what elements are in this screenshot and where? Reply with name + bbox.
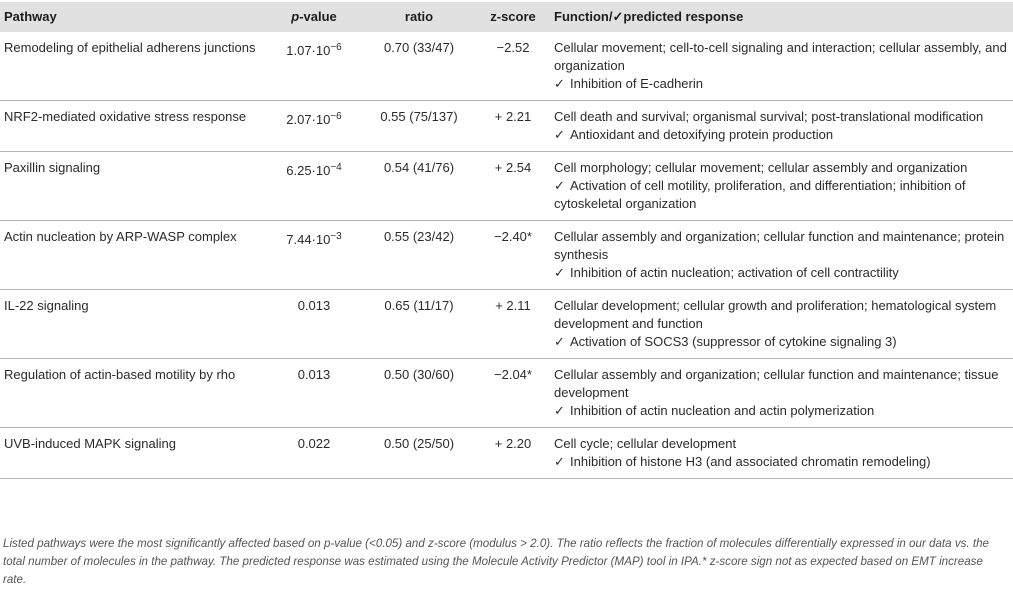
predicted-response: ✓ Inhibition of histone H3 (and associate…	[554, 453, 1007, 471]
ratio-cell: 0.50 (30/60)	[366, 358, 472, 428]
predicted-response: ✓ Inhibition of actin nucleation and acti…	[554, 402, 1007, 420]
table-row: Paxillin signaling 6.25·10−4 0.54 (41/76…	[0, 151, 1013, 221]
pvalue-exponent: −6	[330, 42, 342, 53]
check-icon: ✓	[554, 265, 565, 280]
function-cell: Cell death and survival; organismal surv…	[554, 100, 1013, 152]
pvalue-cell: 2.07·10−6	[262, 100, 366, 152]
zscore-cell: −2.52	[472, 32, 554, 101]
pvalue-cell: 0.022	[262, 427, 366, 479]
function-cell: Cellular movement; cell-to-cell signalin…	[554, 32, 1013, 101]
zscore-cell: + 2.21	[472, 100, 554, 152]
function-text: Cell morphology; cellular movement; cell…	[554, 160, 968, 175]
function-text: Cellular assembly and organization; cell…	[554, 367, 999, 400]
check-icon: ✓	[554, 454, 565, 469]
zscore-cell: + 2.54	[472, 151, 554, 221]
pathway-cell: NRF2-mediated oxidative stress response	[0, 100, 262, 152]
ratio-cell: 0.55 (75/137)	[366, 100, 472, 152]
check-icon: ✓	[554, 403, 565, 418]
zscore-cell: + 2.20	[472, 427, 554, 479]
function-text: Cellular movement; cell-to-cell signalin…	[554, 40, 1007, 73]
pvalue-cell: 0.013	[262, 289, 366, 359]
function-cell: Cellular assembly and organization; cell…	[554, 220, 1013, 290]
pvalue-base: 0.013	[297, 367, 331, 382]
zscore-cell: −2.40*	[472, 220, 554, 290]
pvalue-cell: 7.44·10−3	[262, 220, 366, 290]
pvalue-cell: 0.013	[262, 358, 366, 428]
pvalue-exponent: −4	[330, 162, 342, 173]
predicted-response: ✓ Inhibition of E-cadherin	[554, 75, 1007, 93]
header-pvalue-italic: p	[291, 9, 300, 24]
check-icon: ✓	[554, 178, 565, 193]
response-text: Inhibition of actin nucleation and actin…	[570, 403, 875, 418]
function-text: Cell cycle; cellular development	[554, 436, 737, 451]
zscore-cell: + 2.11	[472, 289, 554, 359]
table-row: Actin nucleation by ARP-WASP complex 7.4…	[0, 220, 1013, 290]
pvalue-base: 0.022	[297, 436, 331, 451]
header-ratio: ratio	[366, 2, 472, 32]
predicted-response: ✓ Inhibition of actin nucleation; activat…	[554, 264, 1007, 282]
predicted-response: ✓ Activation of cell motility, proliferat…	[554, 177, 1007, 213]
pathway-table: Pathway p-value ratio z-score Function/✓…	[0, 2, 1013, 479]
pathway-cell: Actin nucleation by ARP-WASP complex	[0, 220, 262, 290]
function-text: Cell death and survival; organismal surv…	[554, 109, 984, 124]
response-text: Inhibition of actin nucleation; activati…	[570, 265, 899, 280]
response-text: Inhibition of histone H3 (and associated…	[570, 454, 931, 469]
table-row: Remodeling of epithelial adherens juncti…	[0, 32, 1013, 101]
pvalue-cell: 1.07·10−6	[262, 32, 366, 101]
header-pvalue: p-value	[262, 2, 366, 32]
ratio-cell: 0.54 (41/76)	[366, 151, 472, 221]
ratio-cell: 0.70 (33/47)	[366, 32, 472, 101]
pvalue-exponent: −3	[330, 231, 342, 242]
function-cell: Cellular assembly and organization; cell…	[554, 358, 1013, 428]
check-icon: ✓	[554, 127, 565, 142]
pvalue-base: 6.25·10	[286, 163, 331, 178]
header-function: Function/✓predicted response	[554, 2, 1013, 32]
pvalue-base: 2.07·10	[286, 112, 331, 127]
pvalue-base: 7.44·10	[286, 232, 331, 247]
pvalue-exponent: −6	[330, 111, 342, 122]
header-zscore: z-score	[472, 2, 554, 32]
predicted-response: ✓ Antioxidant and detoxifying protein pro…	[554, 126, 1007, 144]
ratio-cell: 0.65 (11/17)	[366, 289, 472, 359]
function-text: Cellular development; cellular growth an…	[554, 298, 997, 331]
table-row: UVB-induced MAPK signaling 0.022 0.50 (2…	[0, 427, 1013, 479]
zscore-cell: −2.04*	[472, 358, 554, 428]
table-row: Regulation of actin-based motility by rh…	[0, 358, 1013, 428]
pathway-cell: Remodeling of epithelial adherens juncti…	[0, 32, 262, 101]
pvalue-cell: 6.25·10−4	[262, 151, 366, 221]
predicted-response: ✓ Activation of SOCS3 (suppressor of cyto…	[554, 333, 1007, 351]
function-cell: Cell cycle; cellular development ✓ Inhibi…	[554, 427, 1013, 479]
check-icon: ✓	[554, 334, 565, 349]
pathway-cell: IL-22 signaling	[0, 289, 262, 359]
table-footnote: Listed pathways were the most significan…	[3, 537, 989, 586]
function-text: Cellular assembly and organization; cell…	[554, 229, 1005, 262]
response-text: Inhibition of E-cadherin	[570, 76, 703, 91]
pathway-cell: UVB-induced MAPK signaling	[0, 427, 262, 479]
ratio-cell: 0.55 (23/42)	[366, 220, 472, 290]
header-pathway: Pathway	[0, 2, 262, 32]
header-row: Pathway p-value ratio z-score Function/✓…	[0, 2, 1013, 32]
response-text: Activation of cell motility, proliferati…	[554, 178, 966, 211]
function-cell: Cell morphology; cellular movement; cell…	[554, 151, 1013, 221]
check-icon: ✓	[554, 76, 565, 91]
pvalue-base: 0.013	[297, 298, 331, 313]
pathway-cell: Regulation of actin-based motility by rh…	[0, 358, 262, 428]
table-row: IL-22 signaling 0.013 0.65 (11/17) + 2.1…	[0, 289, 1013, 359]
pvalue-base: 1.07·10	[286, 43, 331, 58]
table-row: NRF2-mediated oxidative stress response …	[0, 100, 1013, 152]
function-cell: Cellular development; cellular growth an…	[554, 289, 1013, 359]
pathway-cell: Paxillin signaling	[0, 151, 262, 221]
ratio-cell: 0.50 (25/50)	[366, 427, 472, 479]
response-text: Antioxidant and detoxifying protein prod…	[570, 127, 834, 142]
header-pvalue-suffix: -value	[299, 9, 337, 24]
response-text: Activation of SOCS3 (suppressor of cytok…	[570, 334, 897, 349]
